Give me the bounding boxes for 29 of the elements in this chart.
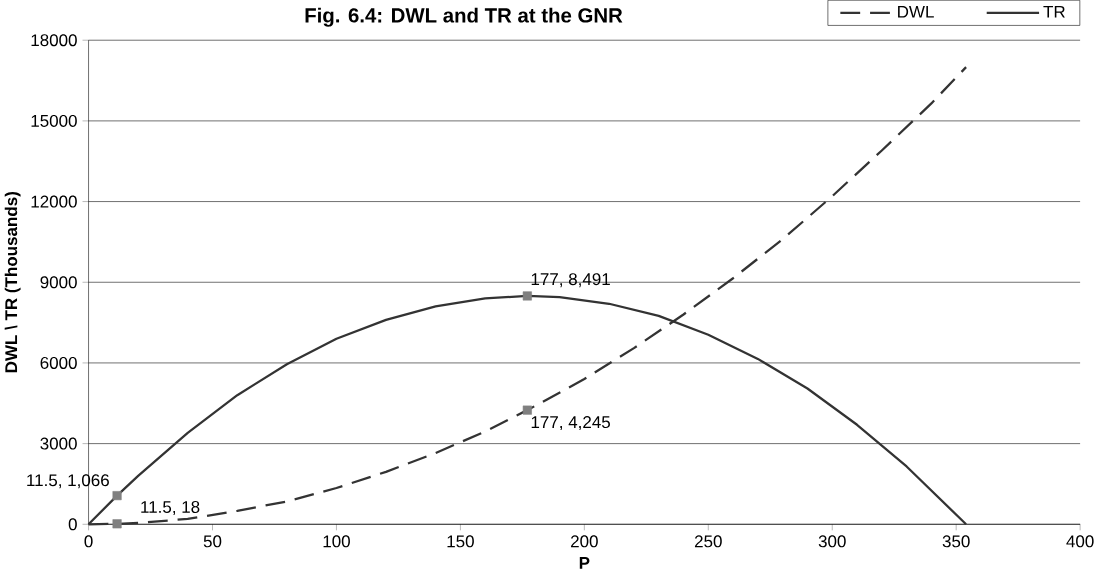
point: [112, 490, 122, 500]
x-tick-label: 50: [203, 535, 222, 548]
data-label: 177, 8,491: [531, 272, 610, 287]
x-tick-label: 300: [818, 535, 846, 548]
y-tick-label: 3000: [40, 437, 77, 450]
y-tick-label: 0: [68, 518, 77, 531]
legend-label: TR: [1043, 5, 1065, 18]
data-label: 11.5, 18: [141, 500, 200, 515]
y-tick-label: 15000: [31, 114, 77, 127]
y-tick-label: 6000: [40, 356, 77, 369]
point: [522, 291, 532, 301]
x-tick-label: 0: [84, 535, 93, 548]
point: [522, 405, 532, 415]
y-tick-label: 18000: [31, 33, 77, 46]
legend-label: DWL: [898, 5, 934, 18]
y-tick-label: 9000: [40, 276, 77, 289]
chart-title: Fig. 6.4: DWL and TR at the GNR: [305, 7, 623, 27]
point: [112, 519, 122, 529]
y-tick-label: 12000: [31, 195, 77, 208]
x-tick-label: 350: [942, 535, 970, 548]
y-axis-title: DWL \ TR (Thousands): [4, 191, 21, 372]
x-tick-label: 250: [694, 535, 722, 548]
x-tick-label: 400: [1066, 535, 1094, 548]
x-tick-label: 100: [323, 535, 350, 548]
x-tick-label: 150: [447, 535, 474, 548]
data-label: 177, 4,245: [531, 415, 610, 430]
x-axis-title: P: [579, 556, 590, 569]
x-tick-label: 200: [571, 535, 598, 548]
data-label: 11.5, 1,066: [27, 474, 109, 489]
